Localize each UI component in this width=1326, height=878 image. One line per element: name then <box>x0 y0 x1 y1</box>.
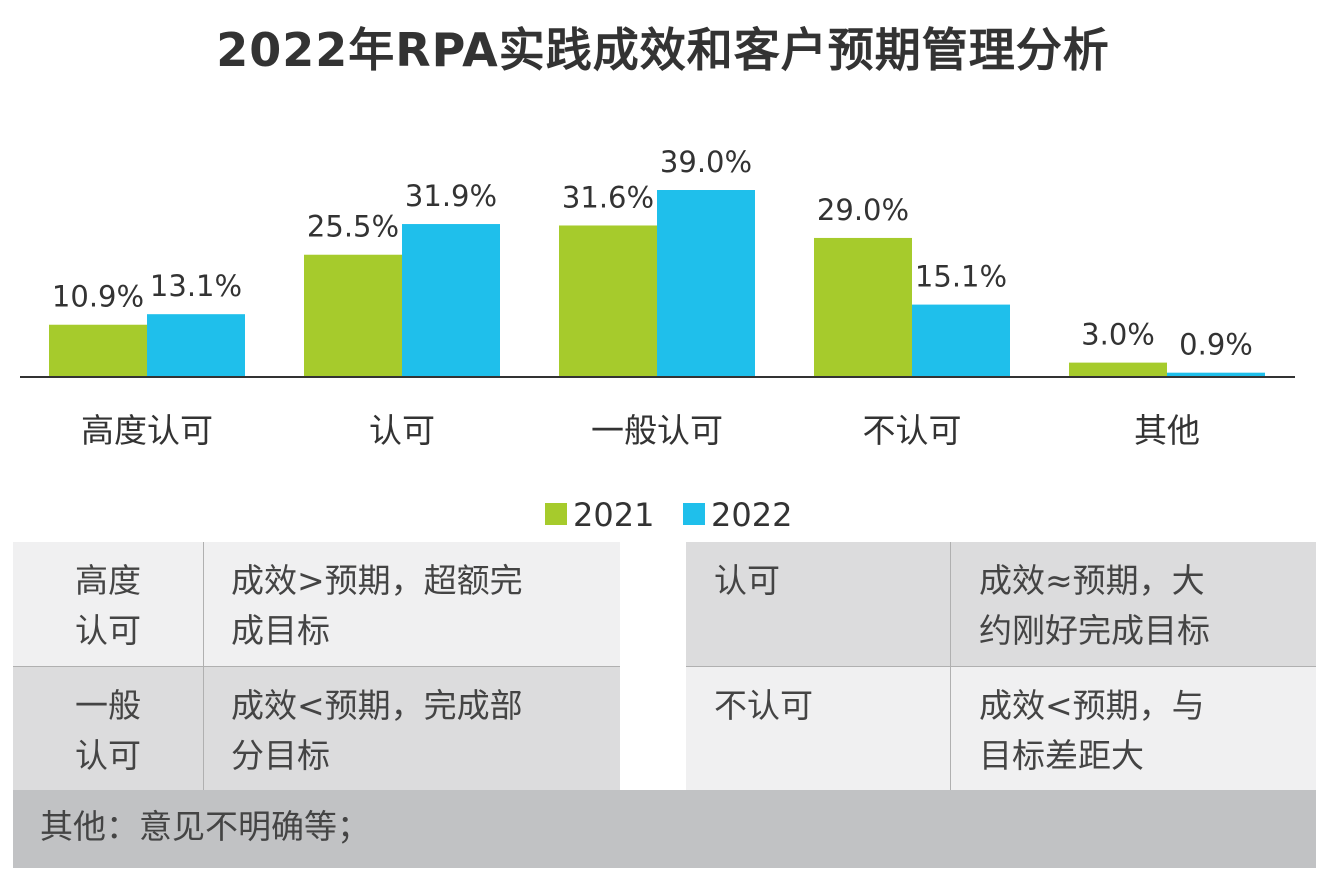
bar-2022-4 <box>1167 372 1265 377</box>
bar-2022-1 <box>402 224 500 377</box>
table-term-approval: 认可 <box>686 542 950 666</box>
category-label-4: 其他 <box>1134 411 1200 450</box>
bar-2021-3 <box>814 237 912 377</box>
bar-2021-2 <box>559 225 657 377</box>
bar-2021-1 <box>304 254 402 377</box>
data-label-2021-1: 25.5% <box>307 210 399 244</box>
chart-title: 2022年RPA实践成效和客户预期管理分析 <box>216 23 1110 77</box>
data-label-2021-0: 10.9% <box>52 280 144 314</box>
table-desc-general-approval: 成效<预期，完成部 分目标 <box>203 666 620 790</box>
category-label-2: 一般认可 <box>591 411 723 450</box>
data-label-2022-3: 15.1% <box>915 260 1007 294</box>
data-label-2021-4: 3.0% <box>1081 318 1155 352</box>
data-label-2022-0: 13.1% <box>150 269 242 303</box>
table-desc-disapproval: 成效<预期，与 目标差距大 <box>950 666 1316 790</box>
category-label-1: 认可 <box>369 411 435 450</box>
data-label-2022-4: 0.9% <box>1179 328 1253 362</box>
data-label-2021-2: 31.6% <box>562 180 654 214</box>
table-term-disapproval: 不认可 <box>686 666 950 790</box>
bar-2022-2 <box>657 190 755 377</box>
legend-swatch-2022 <box>683 503 705 525</box>
table-term-high-approval: 高度 认可 <box>13 542 203 666</box>
bar-2022-0 <box>147 314 245 377</box>
bar-2022-3 <box>912 304 1010 377</box>
legend-label-2022: 2022 <box>711 496 792 534</box>
table-footer-other: 其他：意见不明确等； <box>13 790 1316 868</box>
table-desc-high-approval: 成效>预期，超额完 成目标 <box>203 542 620 666</box>
category-label-0: 高度认可 <box>81 411 213 450</box>
bar-chart: 10.9% 13.1% 高度认可 25.5%31.9% 认可 31.6%39.0% 一般认可… <box>20 145 1295 534</box>
table-desc-approval: 成效≈预期，大 约刚好完成目标 <box>950 542 1316 666</box>
legend-swatch-2021 <box>545 503 567 525</box>
data-label-2021-3: 29.0% <box>817 193 909 227</box>
bar-2021-4 <box>1069 362 1167 377</box>
legend-label-2021: 2021 <box>573 496 654 534</box>
data-label-2022-2: 39.0% <box>660 145 752 179</box>
data-label-2022-1: 31.9% <box>405 179 497 213</box>
category-label-3: 不认可 <box>863 411 962 450</box>
table-term-general-approval: 一般 认可 <box>13 666 203 790</box>
bar-2021-0 <box>49 324 147 377</box>
